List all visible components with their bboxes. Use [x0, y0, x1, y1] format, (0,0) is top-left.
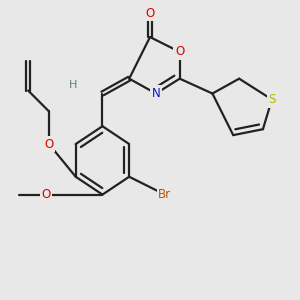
Text: O: O: [41, 188, 51, 201]
Text: N: N: [152, 87, 160, 100]
Text: O: O: [175, 45, 184, 58]
Text: Br: Br: [158, 188, 171, 201]
Text: O: O: [44, 138, 54, 151]
Text: O: O: [146, 7, 154, 20]
Text: methoxy: methoxy: [13, 194, 20, 195]
Text: S: S: [268, 93, 275, 106]
Text: H: H: [68, 80, 77, 90]
